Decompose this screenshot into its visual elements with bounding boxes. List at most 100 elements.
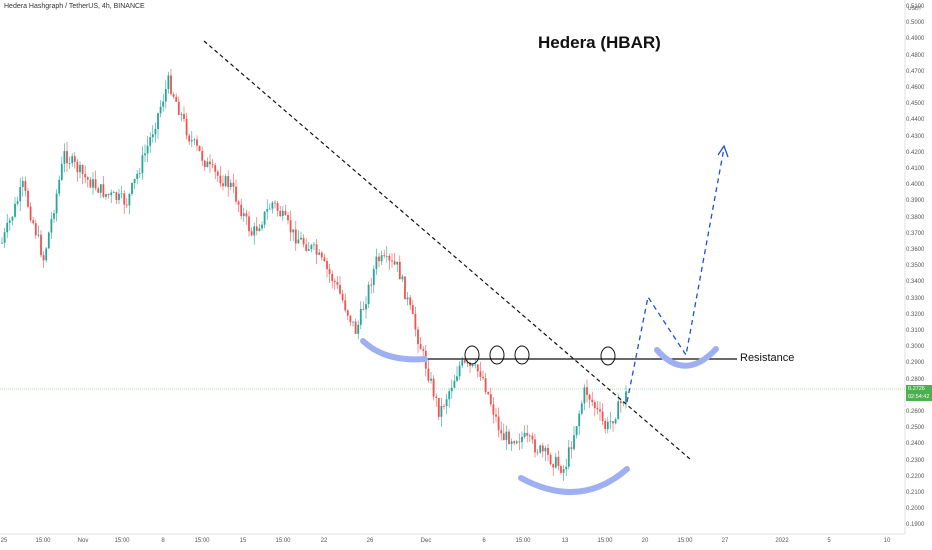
candle-body — [27, 190, 29, 207]
time-tick-label: 22 — [320, 538, 328, 544]
time-tick-label: 6 — [482, 538, 486, 544]
candle-body — [79, 164, 81, 173]
price-tick-label: 0.4800 — [906, 52, 925, 59]
candle-body — [141, 155, 144, 174]
candle-body — [136, 173, 139, 179]
candle-body — [281, 210, 284, 217]
candle-body — [398, 261, 401, 280]
candle-body — [302, 237, 305, 245]
candle-body — [565, 466, 568, 470]
last-price-value: 0.2726 — [908, 386, 925, 392]
candle-body — [479, 371, 482, 377]
time-tick-label: 25 — [0, 538, 8, 544]
price-tick-label: 0.3800 — [906, 214, 925, 221]
candle-body — [224, 176, 227, 187]
candle-body — [601, 411, 604, 421]
candle-body — [318, 252, 321, 255]
candle-body — [567, 447, 570, 467]
candle-body — [240, 204, 243, 217]
candle-body — [279, 210, 282, 217]
candle-body — [404, 276, 406, 300]
time-tick-label: Nov — [77, 538, 89, 544]
candle-body — [305, 244, 308, 251]
candle-body — [162, 101, 165, 107]
candle-body — [175, 96, 178, 102]
candle-body — [107, 194, 110, 196]
candle-body — [185, 118, 188, 136]
candle-body — [456, 376, 458, 381]
candlestick-series — [1, 68, 627, 481]
candle-body — [66, 151, 68, 164]
price-tick-label: 0.2000 — [906, 506, 925, 513]
price-tick-label: 0.4100 — [906, 166, 925, 172]
candle-body — [359, 309, 362, 325]
price-tick-label: 0.3200 — [906, 311, 925, 318]
candle-body — [102, 184, 105, 197]
candle-body — [380, 255, 383, 262]
candle-body — [352, 321, 354, 323]
retest-circle-4 — [600, 346, 616, 366]
price-tick-label: 0.4900 — [906, 36, 925, 43]
retest-circle-3 — [514, 345, 530, 365]
candle-body — [37, 234, 40, 236]
candle-body — [255, 226, 258, 231]
candle-body — [448, 391, 451, 400]
candle-body — [541, 445, 544, 452]
candle-body — [146, 145, 149, 154]
candle-body — [180, 114, 183, 115]
last-price-countdown: 02:54:42 — [908, 394, 930, 400]
candle-body — [250, 231, 253, 236]
projection-path — [626, 147, 725, 403]
candle-body — [266, 209, 269, 212]
price-tick-label: 0.3600 — [906, 247, 925, 253]
candle-body — [383, 255, 386, 257]
candle-body — [310, 245, 313, 250]
candle-body — [47, 232, 50, 249]
currency-label: USDT — [908, 6, 922, 12]
time-tick-label: 15:00 — [275, 538, 291, 544]
candle-body — [445, 399, 448, 407]
candle-body — [510, 441, 513, 445]
price-tick-label: 0.2300 — [906, 457, 925, 464]
candle-body — [333, 280, 336, 283]
candle-body — [622, 402, 625, 404]
candle-body — [55, 193, 58, 214]
resistance-label: Resistance — [740, 352, 795, 364]
candle-body — [89, 179, 92, 188]
candle-body — [375, 256, 378, 270]
time-tick-label: 15:00 — [35, 538, 51, 544]
candle-body — [604, 420, 607, 430]
retest-circle-1 — [464, 345, 480, 365]
candle-body — [222, 183, 224, 187]
price-tick-label: 0.2400 — [906, 441, 925, 448]
candle-body — [521, 436, 523, 443]
price-tick-label: 0.3100 — [906, 328, 925, 334]
candle-body — [326, 260, 328, 270]
price-tick-label: 0.4600 — [906, 85, 925, 91]
candle-body — [617, 401, 620, 420]
candle-body — [489, 394, 492, 405]
time-tick-label: 15:00 — [515, 538, 531, 544]
candle-body — [570, 447, 573, 449]
candle-body — [274, 202, 276, 204]
candle-body — [588, 394, 591, 400]
price-tick-label: 0.4000 — [906, 182, 925, 189]
candle-body — [526, 433, 529, 436]
candle-body — [357, 324, 360, 334]
candle-body — [562, 469, 565, 473]
time-tick-label: 5 — [827, 538, 831, 544]
candle-body — [183, 114, 185, 119]
candle-body — [575, 426, 578, 436]
candle-body — [599, 409, 601, 412]
candle-body — [76, 161, 79, 173]
candle-body — [336, 282, 339, 285]
candle-body — [276, 203, 279, 211]
candle-body — [19, 187, 22, 202]
candle-body — [6, 222, 9, 233]
candle-body — [42, 255, 45, 261]
candle-body — [435, 396, 438, 398]
candle-body — [471, 364, 474, 366]
price-tick-label: 0.4300 — [906, 133, 925, 140]
candle-body — [432, 378, 435, 397]
